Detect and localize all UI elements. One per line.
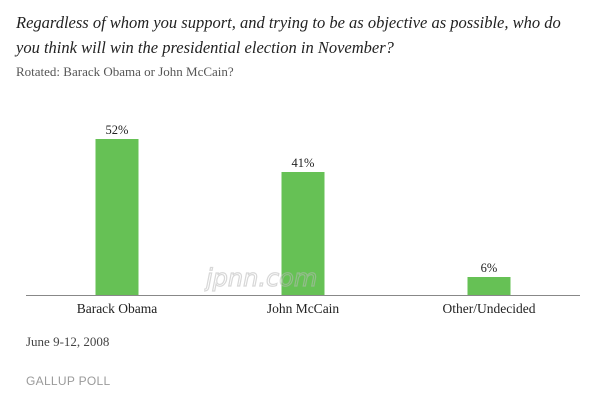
poll-date: June 9-12, 2008 [26,334,110,349]
value-label: 41% [292,156,315,170]
svg-text:jpnn.com: jpnn.com [204,264,317,292]
value-label: 52% [106,123,129,137]
value-label: 6% [481,261,498,275]
category-label: Other/Undecided [443,301,536,316]
chart-note: Rotated: Barack Obama or John McCain? [16,64,234,79]
chart-question: Regardless of whom you support, and tryi… [16,13,561,57]
bar-john-mccain [281,172,325,295]
bar-other-undecided [467,277,511,295]
watermark-logo: jpnn.com [204,263,318,292]
category-label: Barack Obama [77,301,158,316]
bar-barack-obama [95,139,139,295]
category-label: John McCain [267,301,340,316]
gallup-brand: GALLUP POLL [26,374,111,388]
